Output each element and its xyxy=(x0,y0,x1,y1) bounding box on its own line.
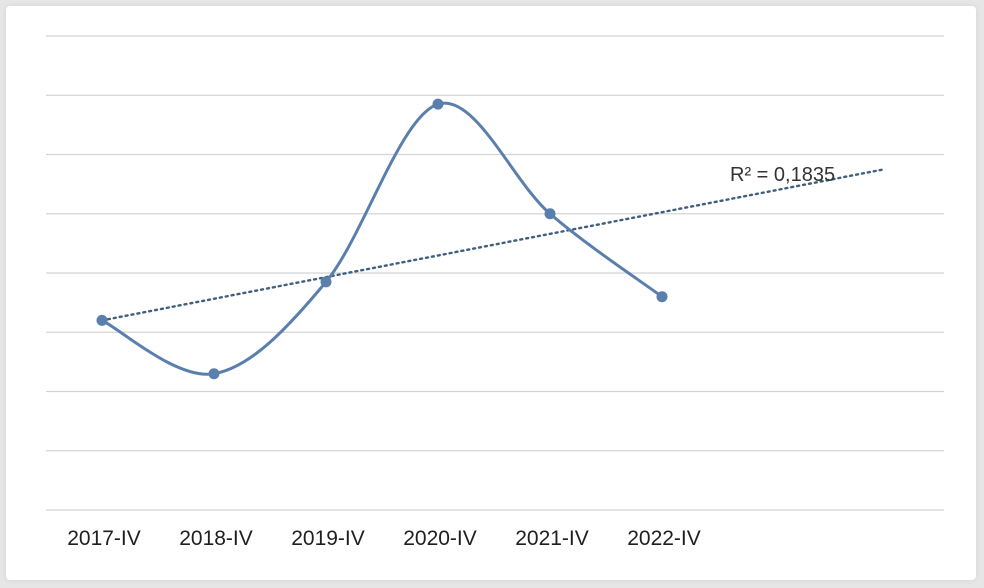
x-tick-label: 2017-IV xyxy=(67,527,141,550)
x-axis-ticks: 2017-IV 2018-IV 2019-IV 2020-IV 2021-IV 2022-… xyxy=(67,527,701,550)
data-point xyxy=(96,314,108,326)
data-point xyxy=(320,276,332,288)
series-line xyxy=(101,101,663,376)
x-tick-label: 2022-IV xyxy=(627,527,701,550)
chart-frame xyxy=(6,6,976,580)
x-tick-label: 2018-IV xyxy=(179,527,253,550)
trendline xyxy=(100,168,886,322)
x-tick-label: 2019-IV xyxy=(291,527,365,550)
x-tick-label: 2020-IV xyxy=(403,527,477,550)
trendline-r2-label: R² = 0,1835 xyxy=(730,164,835,186)
data-point xyxy=(208,368,220,380)
gridlines xyxy=(46,35,944,511)
data-point xyxy=(656,291,668,303)
x-tick-label: 2021-IV xyxy=(515,527,589,550)
data-point xyxy=(432,98,444,110)
data-point xyxy=(544,208,556,220)
trendline-group xyxy=(100,168,886,322)
series-group xyxy=(96,98,668,380)
